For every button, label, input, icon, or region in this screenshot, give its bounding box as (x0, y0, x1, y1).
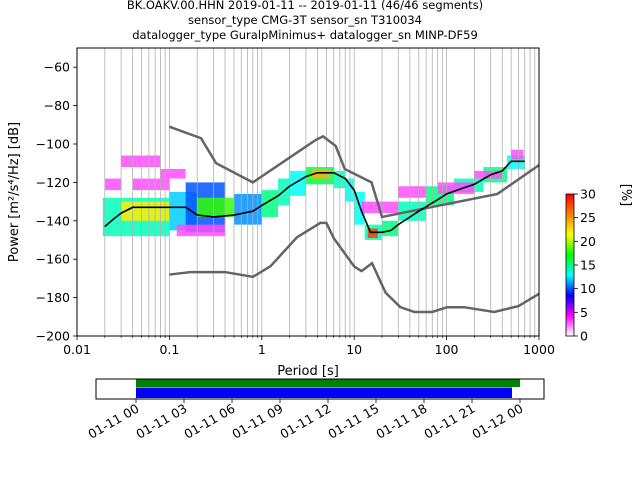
coverage-tick-label: 01-12 00 (469, 401, 525, 442)
psd-plot-area: 0.01 0.1 1 10 100 1000 −200 −180 −160 −140 −120 −1… (7, 47, 555, 379)
period-grid (104, 48, 536, 336)
density-cell (312, 168, 331, 179)
y-tick-label: −60 (44, 60, 70, 75)
density-cell (261, 190, 279, 217)
x-axis-label: Period [s] (277, 364, 339, 379)
density-cell (197, 197, 234, 217)
x-tick-label: 1000 (523, 342, 555, 357)
density-cell (121, 155, 161, 168)
colorbar-ticks: 0 5 10 15 20 25 30 (574, 187, 596, 344)
density-cell (121, 201, 170, 221)
x-tick-label: 0.01 (63, 342, 91, 357)
colorbar-tick-label: 5 (580, 305, 588, 320)
x-tick-label: 100 (435, 342, 459, 357)
coverage-tick-label: 01-11 18 (373, 401, 429, 442)
coverage-tick-label: 01-11 03 (133, 401, 189, 442)
coverage-tick-label: 01-11 15 (325, 401, 381, 442)
y-tick-label: −160 (36, 252, 70, 267)
y-axis-label: Power [m²/s⁴/Hz] [dB] (7, 122, 22, 262)
density-cell (437, 182, 475, 194)
density-cell (382, 220, 399, 237)
x-tick-label: 1 (258, 342, 266, 357)
colorbar-tick-label: 15 (580, 258, 596, 273)
coverage-tick-label: 01-11 00 (85, 401, 141, 442)
colorbar-tick-label: 20 (580, 234, 596, 249)
density-cell (132, 178, 170, 191)
colorbar-tick-label: 10 (580, 281, 596, 296)
colorbar-fill (565, 193, 575, 337)
x-tick-label: 10 (346, 342, 362, 357)
density-cell (367, 228, 378, 239)
density-cell (474, 170, 503, 179)
title-line-3: datalogger_type GuralpMinimus+ datalogge… (132, 28, 478, 42)
title-line-2: sensor_type CMG-3T sensor_sn T310034 (188, 13, 422, 27)
mode-line (104, 160, 525, 234)
coverage-tick-label: 01-11 06 (181, 401, 237, 442)
density-cell (104, 178, 122, 191)
y-tick-label: −100 (36, 137, 70, 152)
colorbar-tick-label: 30 (580, 187, 596, 202)
noise-models (168, 125, 540, 314)
coverage-tick-label: 01-11 21 (421, 401, 477, 442)
coverage-tick-label: 01-11 09 (229, 401, 285, 442)
colorbar-tick-label: 0 (580, 329, 588, 344)
density-cell (289, 170, 306, 196)
y-tick-label: −80 (44, 98, 70, 113)
noise-model-curve (168, 125, 540, 219)
density-cell (160, 168, 186, 179)
density-cell (333, 170, 346, 189)
plot-frame (76, 47, 540, 337)
title-line-1: BK.OAKV.00.HHN 2019-01-11 -- 2019-01-11 … (127, 0, 483, 12)
coverage-bar (136, 379, 520, 387)
colorbar: 0 5 10 15 20 25 30 [%] (565, 184, 633, 344)
density-cell (354, 192, 365, 225)
x-axis-ticks: 0.01 0.1 1 10 100 1000 (63, 336, 555, 357)
y-tick-label: −120 (36, 175, 70, 190)
noise-model-curve (169, 221, 540, 314)
y-axis-ticks: −200 −180 −160 −140 −120 −100 −80 −60 (36, 60, 77, 344)
y-tick-label: −140 (36, 213, 70, 228)
coverage-tick-label: 01-11 12 (277, 401, 333, 442)
colorbar-label: [%] (618, 184, 633, 207)
density-cell (398, 186, 427, 198)
y-tick-label: −200 (36, 329, 70, 344)
mode-curve (104, 160, 525, 234)
y-tick-label: −180 (36, 290, 70, 305)
coverage-bar (136, 387, 512, 398)
coverage-bars (136, 379, 520, 398)
colorbar-tick-label: 25 (580, 210, 596, 225)
density-cell (511, 149, 524, 160)
x-tick-label: 0.1 (159, 342, 179, 357)
coverage-frame (95, 378, 545, 400)
density-cell (176, 224, 226, 237)
